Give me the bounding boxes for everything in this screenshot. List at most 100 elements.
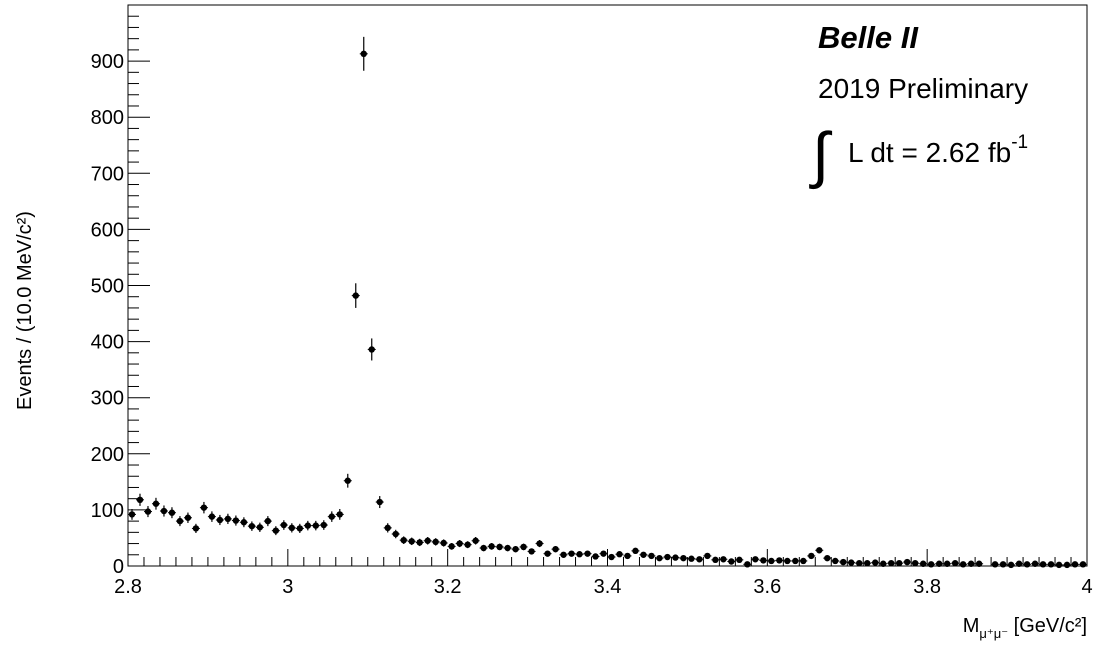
x-tick-label: 3.6 (753, 576, 781, 598)
data-point (231, 515, 240, 526)
point-marker (872, 559, 879, 566)
point-marker (640, 551, 647, 558)
point-marker (1031, 560, 1039, 567)
point-marker (1039, 561, 1047, 568)
point-marker (1007, 561, 1015, 569)
point-marker (951, 559, 959, 567)
point-marker (632, 547, 639, 555)
point-marker (752, 556, 759, 563)
point-marker (528, 548, 535, 555)
point-marker (424, 537, 431, 544)
x-axis-title-main: M (963, 615, 980, 637)
data-point (935, 560, 944, 567)
data-point (799, 557, 808, 565)
point-marker (256, 524, 264, 531)
data-point (655, 554, 664, 562)
data-point (207, 511, 216, 522)
point-marker (496, 543, 503, 551)
point-marker (688, 555, 695, 562)
data-point (487, 543, 496, 550)
data-point (1031, 560, 1040, 567)
point-marker (352, 292, 359, 299)
data-point (247, 521, 256, 531)
data-point (615, 551, 624, 558)
point-marker (336, 511, 343, 518)
point-marker (736, 556, 743, 564)
data-point (695, 556, 704, 563)
y-tick-label: 200 (91, 444, 124, 466)
data-point (623, 552, 632, 560)
point-marker (999, 561, 1007, 568)
point-marker (768, 557, 775, 565)
data-point (343, 473, 352, 488)
point-marker (304, 522, 312, 529)
point-marker (704, 552, 711, 560)
point-marker (144, 508, 152, 515)
point-marker (1071, 561, 1079, 568)
data-point (911, 559, 920, 567)
point-marker (648, 552, 655, 560)
point-marker (1055, 561, 1063, 569)
point-marker (192, 525, 200, 532)
point-marker (240, 519, 248, 526)
point-marker (448, 543, 455, 550)
point-marker (975, 560, 983, 567)
data-point (855, 559, 864, 567)
point-marker (712, 556, 719, 564)
data-point (871, 559, 880, 566)
data-point (663, 553, 672, 561)
data-point (735, 556, 744, 564)
point-marker (512, 545, 519, 553)
point-marker (160, 507, 168, 515)
point-marker (911, 559, 919, 567)
data-point (128, 509, 136, 520)
data-point (415, 538, 424, 547)
data-point (335, 509, 344, 520)
luminosity-text: L dt = 2.62 fb (848, 137, 1011, 168)
data-point (367, 338, 376, 361)
point-marker (1063, 561, 1071, 569)
data-point (327, 511, 336, 522)
data-point (647, 552, 656, 560)
x-axis-title: Mμ⁺μ⁻ [GeV/c²] (963, 615, 1087, 641)
data-point (559, 551, 568, 558)
data-point (423, 536, 432, 545)
data-point (191, 523, 200, 534)
point-marker (368, 346, 375, 353)
point-marker (728, 558, 735, 565)
data-point (1039, 561, 1048, 568)
luminosity-label: L dt = 2.62 fb-1 (848, 132, 1028, 168)
point-marker (288, 524, 296, 532)
point-marker (903, 558, 911, 566)
point-marker (488, 543, 495, 550)
point-marker (664, 553, 671, 561)
data-point (1063, 561, 1072, 569)
data-point (815, 547, 824, 554)
data-point (719, 556, 728, 563)
data-point (175, 516, 184, 527)
point-marker (552, 545, 559, 553)
point-marker (296, 525, 304, 532)
data-point (839, 558, 848, 566)
point-marker (200, 504, 208, 511)
data-point (959, 561, 968, 568)
point-marker (360, 50, 367, 58)
point-marker (672, 554, 679, 561)
data-point (1007, 561, 1016, 569)
data-points (128, 36, 1087, 569)
point-marker (880, 560, 887, 567)
y-tick-label: 600 (91, 219, 124, 241)
data-point (255, 522, 264, 532)
data-point (319, 520, 328, 530)
point-marker (696, 556, 703, 563)
data-point (303, 520, 312, 531)
point-marker (919, 560, 927, 567)
data-point (543, 550, 552, 557)
data-point (711, 556, 720, 564)
data-point (135, 493, 144, 506)
y-tick-label: 800 (91, 107, 124, 129)
point-marker (959, 561, 967, 568)
data-point (495, 543, 504, 551)
data-point (1047, 561, 1056, 568)
point-marker (264, 517, 272, 525)
